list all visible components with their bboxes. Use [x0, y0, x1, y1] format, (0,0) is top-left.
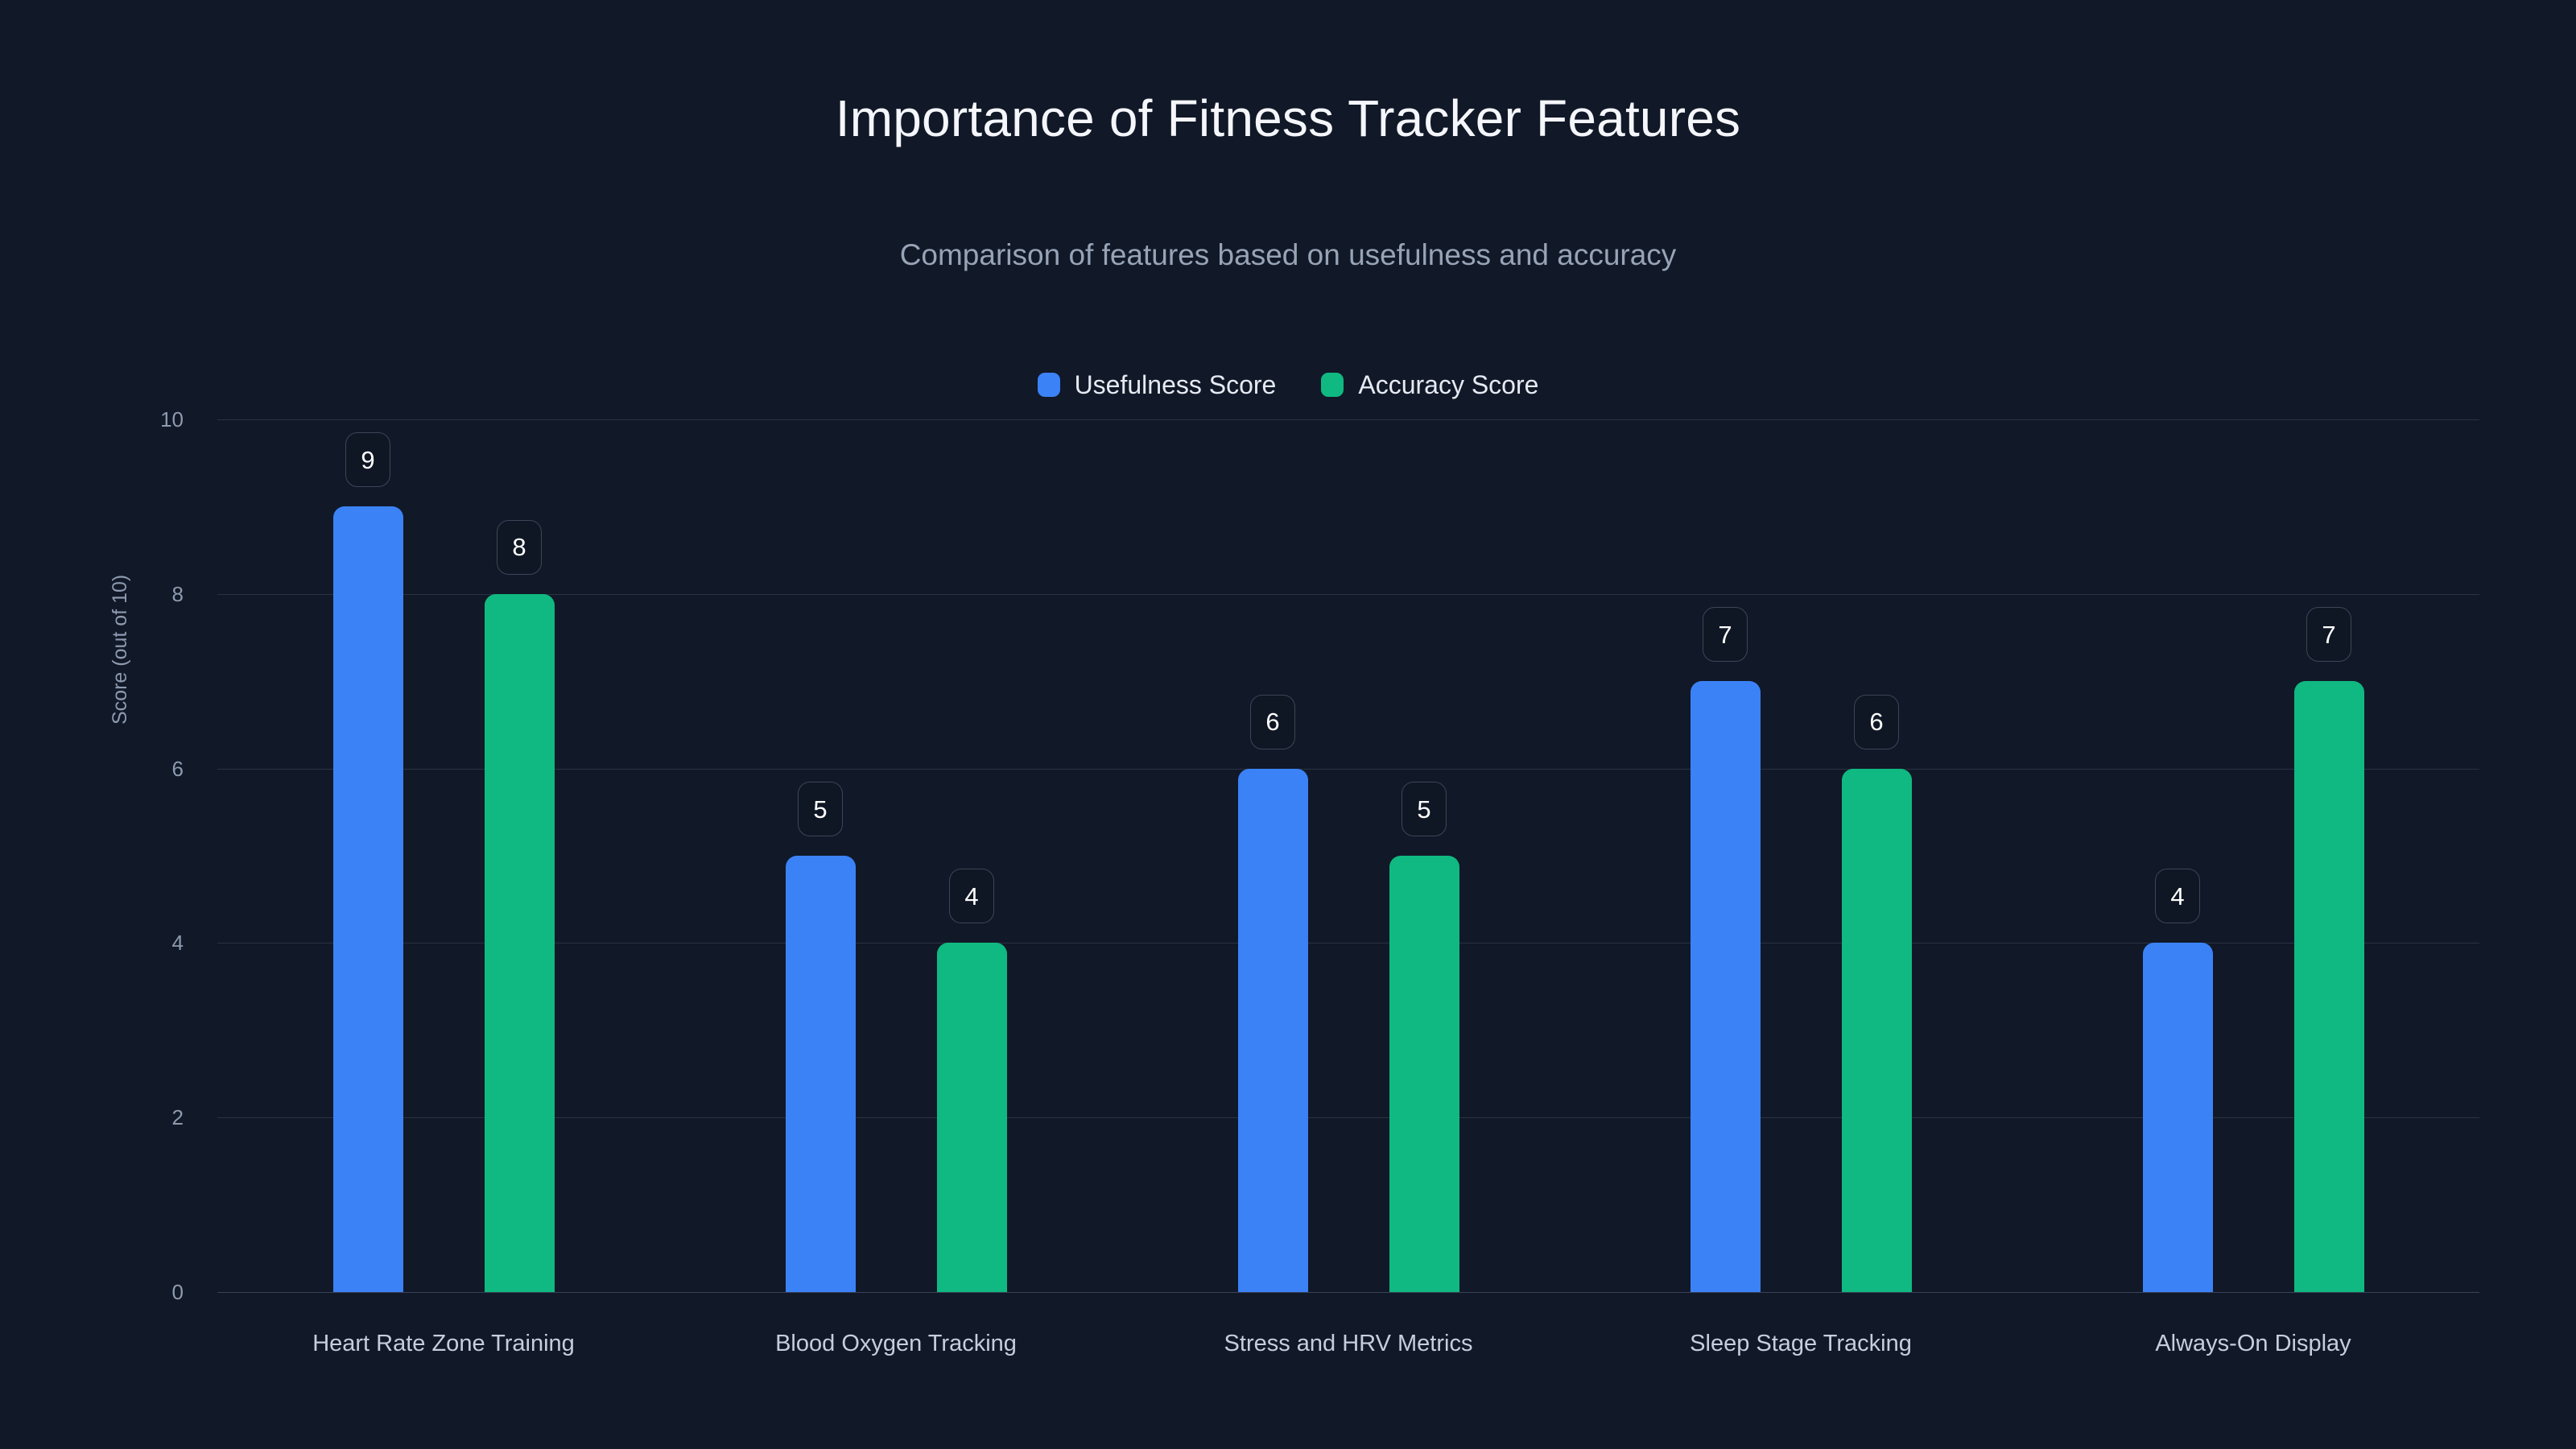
y-axis-tick-text: 4: [171, 931, 184, 956]
gridline: [217, 768, 2479, 770]
y-axis-title: Score (out of 10): [109, 574, 131, 724]
bar[interactable]: [484, 593, 555, 1292]
gridline: [217, 1292, 2479, 1293]
bar[interactable]: [332, 506, 403, 1292]
legend-label-usefulness: Usefulness Score: [1074, 370, 1277, 399]
x-axis-tick-label: Sleep Stage Tracking: [1690, 1331, 1912, 1356]
bar-value-label: 7: [1703, 607, 1748, 663]
x-axis-tick-label: Heart Rate Zone Training: [312, 1331, 575, 1356]
bar[interactable]: [936, 943, 1007, 1292]
legend-label-accuracy: Accuracy Score: [1358, 370, 1539, 399]
bar[interactable]: [1841, 768, 1912, 1292]
bar-value-label: 4: [949, 869, 994, 924]
bar[interactable]: [2142, 943, 2213, 1292]
bar[interactable]: [1389, 856, 1459, 1292]
gridline: [217, 593, 2479, 595]
bar-value-label: 5: [1402, 782, 1447, 836]
y-axis-tick-text: 8: [171, 581, 184, 606]
y-axis-tick-text: 10: [160, 407, 184, 431]
x-axis-tick-label: Stress and HRV Metrics: [1224, 1331, 1473, 1356]
gridline: [217, 1117, 2479, 1119]
bar-value-label: 6: [1250, 694, 1295, 749]
bar-value-label: 7: [2306, 607, 2351, 663]
bar-value-label: 9: [345, 432, 390, 488]
legend-item-accuracy-score[interactable]: Accuracy Score: [1321, 372, 1538, 398]
bar[interactable]: [1690, 681, 1761, 1292]
chart-subtitle: Comparison of features based on usefulne…: [899, 238, 1677, 271]
bar-value-label: 8: [497, 519, 542, 575]
legend-item-usefulness-score[interactable]: Usefulness Score: [1037, 370, 1277, 399]
chart-legend: Usefulness Score Accuracy Score: [0, 372, 2576, 398]
gridline: [217, 419, 2479, 420]
bar[interactable]: [1237, 768, 1308, 1292]
bar-value-label: 4: [2155, 869, 2200, 924]
plot-area: 0 2 4 6 8 10 9 8 5 4 6 5 7 6 4 7: [160, 409, 2479, 1302]
bar-value-label: 5: [798, 782, 843, 836]
bar-value-label: 6: [1854, 694, 1899, 749]
bar[interactable]: [785, 856, 856, 1292]
y-axis-tick-text: 2: [171, 1105, 184, 1130]
legend-swatch-icon-accuracy: [1321, 373, 1344, 397]
legend-swatch-icon-usefulness: [1037, 373, 1060, 397]
chart-title: Importance of Fitness Tracker Features: [835, 89, 1741, 147]
bar[interactable]: [2293, 681, 2364, 1292]
x-axis-tick-label: Blood Oxygen Tracking: [775, 1331, 1017, 1356]
x-axis-tick-label: Always-On Display: [2155, 1331, 2351, 1356]
y-axis-tick-text: 6: [171, 756, 184, 781]
y-axis-tick-text: 0: [171, 1280, 184, 1304]
